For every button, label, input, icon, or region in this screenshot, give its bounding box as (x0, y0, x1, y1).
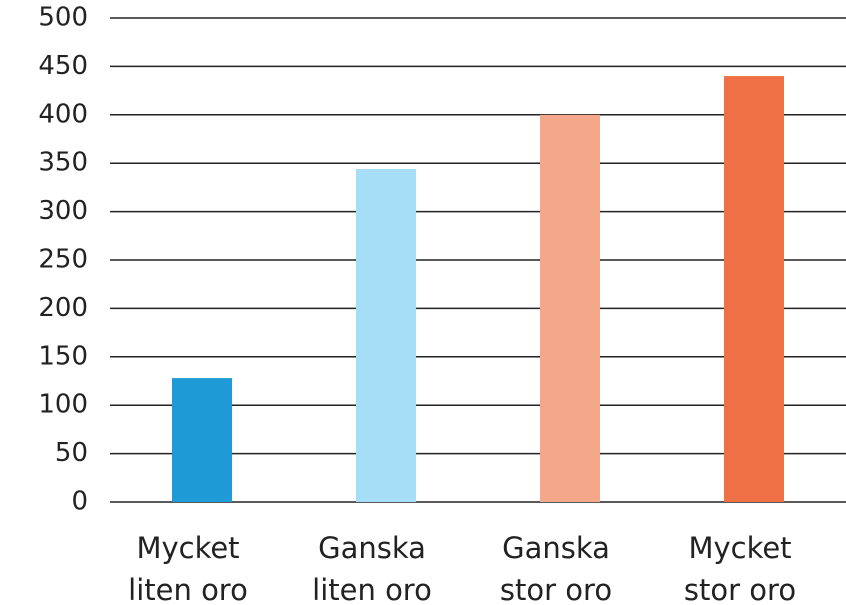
bar (540, 114, 600, 503)
y-tick-label: 50 (55, 438, 88, 468)
y-tick-label: 250 (38, 245, 88, 275)
y-tick-label: 350 (38, 148, 88, 178)
y-tick-label: 100 (38, 390, 88, 420)
bar (724, 76, 784, 502)
x-tick-label: Ganska liten oro (312, 531, 432, 605)
y-tick-label: 400 (38, 99, 88, 129)
x-tick-label: Mycket liten oro (128, 531, 248, 605)
y-tick-label: 150 (38, 341, 88, 371)
y-tick-label: 450 (38, 51, 88, 81)
y-tick-label: 0 (71, 487, 88, 517)
bar (356, 169, 416, 502)
y-tick-label: 300 (38, 196, 88, 226)
y-tick-label: 200 (38, 293, 88, 323)
x-tick-label: Mycket stor oro (683, 531, 797, 605)
y-tick-label: 500 (38, 3, 88, 33)
x-tick-label: Ganska stor oro (499, 531, 613, 605)
bar (172, 378, 232, 502)
